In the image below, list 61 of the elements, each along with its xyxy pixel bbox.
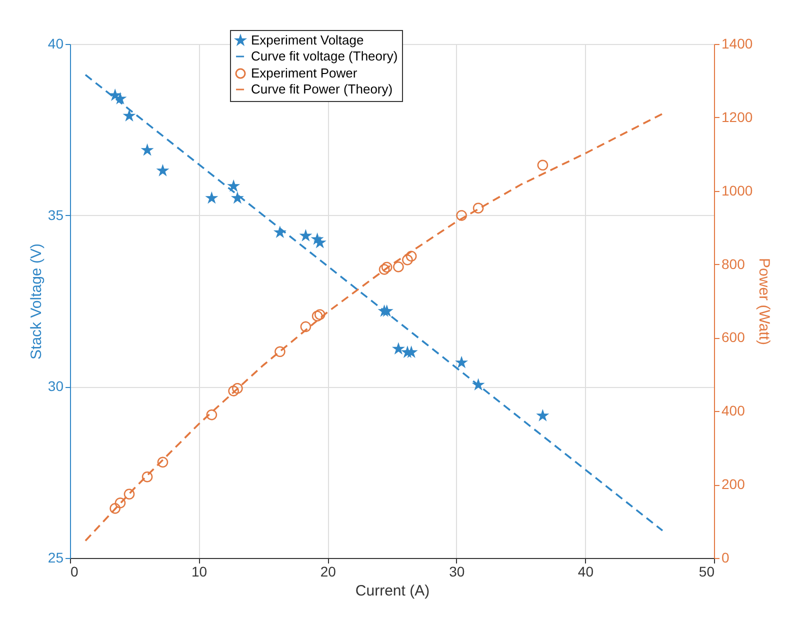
y-tick-label: 25 [48,550,64,566]
legend-label: Experiment Voltage [251,32,364,48]
point [393,344,404,354]
x-tick-label: 20 [320,564,336,580]
y2-tick-label: 800 [722,256,746,272]
point [124,488,135,500]
y2-tick-label: 1000 [722,182,753,198]
point [381,262,392,273]
point [142,144,152,155]
point [206,192,217,203]
point [406,347,416,357]
point [300,230,311,240]
point [402,254,413,266]
point [206,409,218,420]
point [378,264,390,275]
point [314,237,326,248]
point [393,261,404,272]
point [537,160,548,171]
y-tick-label: 40 [48,36,64,52]
point [456,210,467,221]
point [142,471,153,482]
point [124,110,134,120]
y2-tick-label: 400 [722,402,746,419]
legend-label: Curve fit voltage (Theory) [251,48,398,64]
y-axis-title: Stack Voltage (V) [28,244,45,360]
point [115,93,126,104]
x-tick-label: 30 [449,564,465,580]
point [473,380,484,390]
point [456,357,467,368]
point [382,306,392,316]
point [274,346,286,358]
point [312,310,323,322]
point [158,165,168,176]
point [228,180,239,191]
x-tick-label: 40 [578,564,594,580]
x-tick-label: 0 [70,564,78,580]
point [274,227,286,237]
y-tick-label: 30 [48,378,64,394]
y-tick-label: 35 [48,206,64,223]
x-axis-title: Current (A) [355,582,430,600]
point [232,382,243,394]
legend-label: Curve fit Power (Theory) [251,82,393,96]
y2-tick-label: 0 [722,550,730,566]
point [538,410,548,420]
point [114,498,126,508]
point [110,503,120,514]
y2-tick-label: 1200 [722,108,753,125]
y2-tick-label: 600 [722,329,746,346]
point [314,309,326,320]
y2-tick-label: 200 [722,476,746,492]
point [232,192,243,203]
y2-axis-title: Power (Watt) [756,258,773,345]
point [228,386,239,396]
point [472,202,484,214]
y2-tick-label: 1400 [722,36,753,52]
legend-label: Experiment Power [251,66,358,80]
x-tick-label: 50 [698,564,715,580]
x-tick-label: 10 [192,564,208,580]
point [157,456,168,468]
point [300,321,312,332]
point [406,250,417,262]
